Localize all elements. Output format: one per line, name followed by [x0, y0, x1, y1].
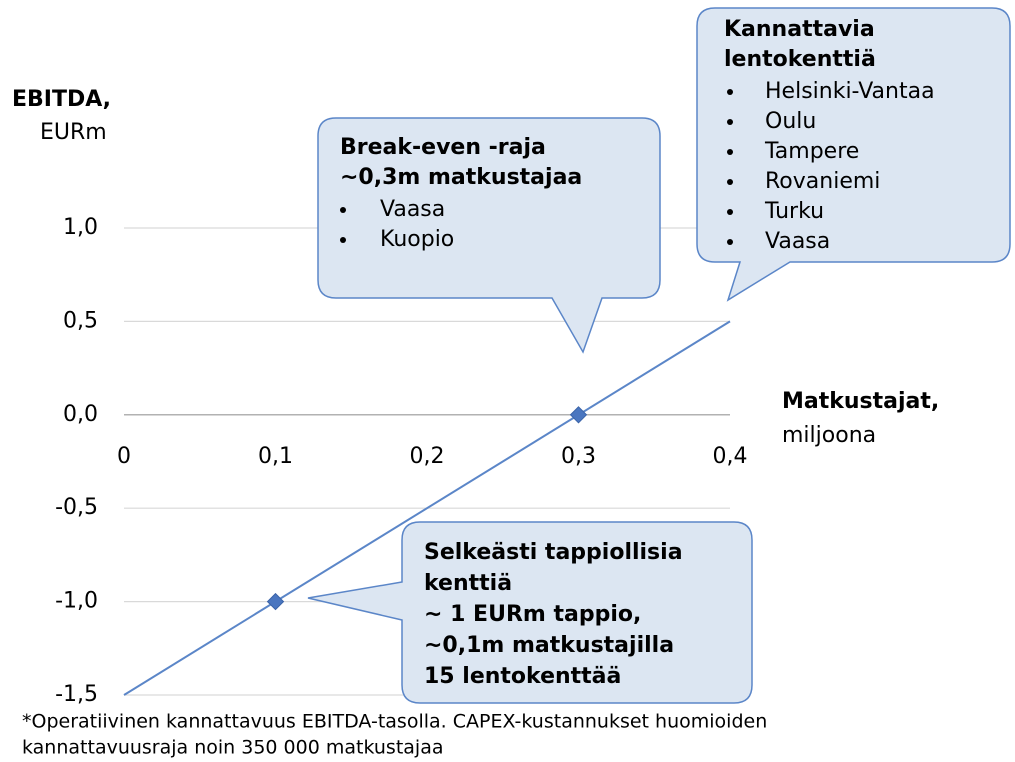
y-axis-title: EBITDA, — [12, 87, 111, 112]
line — [123, 320, 731, 696]
x-tick-label: 0 — [117, 444, 131, 469]
bullet — [727, 119, 733, 125]
bullet — [727, 149, 733, 155]
bullet — [340, 237, 346, 243]
callout-item: Helsinki-Vantaa — [765, 79, 935, 104]
callout-title: ~0,1m matkustajilla — [424, 633, 674, 658]
callout-title: ~0,3m matkustajaa — [340, 165, 582, 190]
bullet — [340, 207, 346, 213]
callout-title: Break-even -raja — [340, 135, 546, 160]
callout — [307, 521, 753, 704]
callout-title: kenttiä — [424, 571, 512, 596]
y-axis-unit: EURm — [40, 120, 107, 145]
callout-title: Selkeästi tappiollisia — [424, 540, 683, 565]
callout-item: Turku — [764, 199, 824, 224]
x-axis-unit: miljoona — [782, 423, 876, 448]
x-tick-label: 0,3 — [561, 444, 596, 469]
callout-item: Tampere — [764, 139, 859, 164]
bullet — [727, 209, 733, 215]
x-tick-label: 0,2 — [410, 444, 445, 469]
callout-title: 15 lentokenttää — [424, 664, 621, 689]
y-tick-label: -1,0 — [55, 589, 98, 614]
callout-item: Vaasa — [380, 197, 445, 222]
y-tick-label: 0,0 — [63, 402, 98, 427]
footnote: kannattavuusraja noin 350 000 matkustaja… — [22, 737, 443, 759]
bullet — [727, 179, 733, 185]
x-tick-label: 0,1 — [258, 444, 293, 469]
callout-item: Kuopio — [380, 227, 454, 252]
callout-item: Rovaniemi — [765, 169, 880, 194]
callout-title: lentokenttiä — [724, 47, 876, 72]
y-tick-label: 1,0 — [63, 215, 98, 240]
callout-title: Kannattavia — [724, 17, 875, 42]
x-axis-title: Matkustajat, — [782, 389, 939, 414]
x-tick-label: 0,4 — [713, 444, 748, 469]
footnote: *Operatiivinen kannattavuus EBITDA-tasol… — [22, 711, 767, 733]
callout — [317, 117, 661, 354]
bullet — [727, 239, 733, 245]
y-tick-label: -1,5 — [55, 682, 98, 707]
y-tick-label: 0,5 — [63, 308, 98, 333]
callout — [696, 7, 1011, 302]
bullet — [727, 89, 733, 95]
marker — [569, 406, 588, 424]
callout-item: Vaasa — [765, 229, 830, 254]
y-tick-label: -0,5 — [55, 495, 98, 520]
marker — [266, 592, 285, 611]
callout-item: Oulu — [765, 109, 816, 134]
callout-title: ~ 1 EURm tappio, — [424, 602, 641, 627]
